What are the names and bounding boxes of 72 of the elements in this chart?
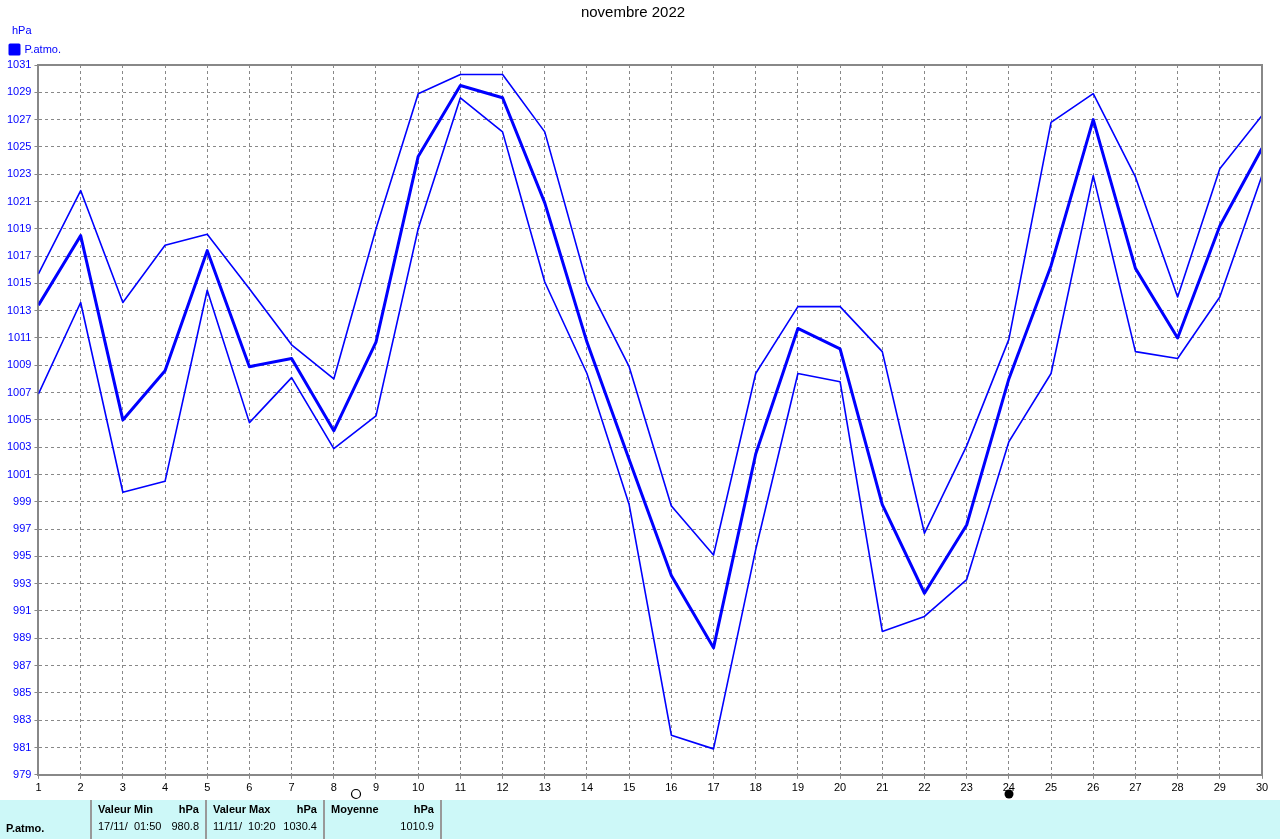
y-tick-label: 985 [13,685,32,698]
x-tick-label: 3 [119,781,126,794]
y-tick-label: 989 [13,631,32,644]
y-tick-label: 987 [13,658,32,671]
y-tick-label: 1007 [6,385,32,398]
y-tick-label: 1003 [6,440,32,453]
y-tick-label: 1011 [7,331,32,344]
y-tick-label: 1001 [6,467,32,480]
x-tick-label: 23 [960,781,973,794]
y-tick-label: 997 [13,522,32,535]
text: hPa [413,802,434,817]
x-tick-label: 18 [749,781,762,794]
y-tick-label: 1025 [6,139,32,152]
x-tick-label: 21 [876,781,889,794]
y-axis-title: hPa [12,24,32,36]
y-tick-label: 1017 [6,249,32,262]
x-tick-label: 17 [707,781,720,794]
text: 1010.9 [400,819,434,834]
y-tick-label: 979 [13,767,32,780]
x-tick-label: 15 [623,781,636,794]
x-tick-label: 5 [204,781,211,794]
x-tick-label: 14 [580,781,594,794]
text: 980.8 [171,819,199,834]
y-tick-label: 981 [13,740,32,753]
y-tick-label: 1013 [6,303,32,316]
x-tick-label: 13 [538,781,551,794]
x-tick-label: 10 [412,781,425,794]
x-tick-label: 1 [35,781,42,794]
legend-label: P.atmo. [24,42,61,55]
x-tick-label: 2 [77,781,84,794]
y-tick-label: 1009 [6,358,32,371]
y-tick-label: 1029 [6,85,32,98]
x-tick-label: 28 [1171,781,1184,794]
x-tick-label: 30 [1255,781,1269,794]
x-tick-label: 29 [1213,781,1226,794]
x-tick-label: 8 [330,781,337,794]
y-tick-label: 991 [13,604,32,617]
x-tick-label: 20 [833,781,847,794]
chart-title: novembre 2022 [580,3,686,21]
x-tick-label: 24 [1002,781,1015,794]
x-tick-label: 27 [1129,781,1142,794]
x-tick-label: 16 [665,781,678,794]
x-tick-label: 12 [496,781,509,794]
x-tick-label: 11 [454,781,467,794]
y-tick-label: 999 [13,494,32,507]
y-tick-label: 1031 [6,58,32,71]
y-tick-label: 1021 [6,194,32,207]
y-tick-label: 1019 [6,221,32,234]
text: P.atmo. [5,821,46,836]
text: Valeur Max [213,802,271,817]
text: 11/11/ 10:20 [213,819,276,834]
x-tick-label: 19 [791,781,805,794]
x-tick-label: 26 [1087,781,1100,794]
y-tick-label: 1023 [6,167,32,180]
x-tick-label: 4 [161,781,169,794]
x-tick-label: 9 [372,781,380,794]
text: hPa [178,802,199,817]
y-tick-label: 993 [13,576,32,589]
x-tick-label: 22 [918,781,931,794]
y-tick-label: 1005 [6,412,32,425]
x-tick-label: 6 [246,781,253,794]
y-tick-label: 983 [13,713,32,726]
text: 1030.4 [283,819,317,834]
y-tick-label: 1015 [6,276,32,289]
y-tick-label: 1027 [6,112,32,125]
text: hPa [296,802,317,817]
text: Moyenne [331,802,379,817]
x-tick-label: 7 [288,781,295,794]
x-tick-label: 25 [1044,781,1058,794]
text: 17/11/ 01:50 [98,819,162,834]
y-tick-label: 995 [13,549,32,562]
text: Valeur Min [98,802,154,817]
